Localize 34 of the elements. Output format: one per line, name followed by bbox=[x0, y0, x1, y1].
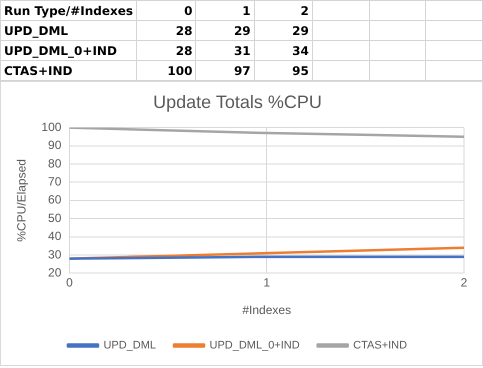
y-tick-label: 20 bbox=[48, 266, 62, 280]
data-label: 28 bbox=[136, 20, 196, 40]
y-tick-label: 70 bbox=[48, 174, 62, 189]
x-tick-label: 0 bbox=[136, 0, 196, 20]
chart-title: Update Totals %CPU bbox=[153, 92, 322, 112]
y-tick-label: 90 bbox=[48, 138, 62, 152]
legend-label: CTAS+IND bbox=[353, 340, 408, 352]
chart-title: Run Type/#Indexes bbox=[0, 0, 137, 20]
y-tick-label: UPD_DML bbox=[0, 20, 137, 40]
x-tick-label: 0 bbox=[66, 276, 74, 290]
y-tick-label: UPD_DML_0+IND bbox=[0, 40, 137, 60]
legend-label: UPD_DML_0+IND bbox=[210, 340, 300, 352]
data-label: 95 bbox=[254, 60, 312, 80]
legend-label: UPD_DML bbox=[103, 340, 156, 352]
y-tick-label: 30 bbox=[48, 247, 62, 262]
y-tick-label: CTAS+IND bbox=[0, 60, 137, 80]
x-tick-label: 2 bbox=[254, 0, 312, 20]
data-label: 34 bbox=[254, 40, 312, 60]
x-tick-label: 1 bbox=[196, 0, 254, 20]
data-label: 97 bbox=[196, 60, 254, 80]
x-tick-label: 1 bbox=[263, 276, 270, 290]
y-tick-label: 100 bbox=[41, 120, 62, 134]
data-label: 29 bbox=[196, 20, 254, 40]
y-tick-label: 50 bbox=[48, 210, 62, 225]
y-tick-label: 40 bbox=[48, 229, 62, 244]
x-tick-label: 2 bbox=[460, 276, 468, 290]
y-axis-title: %CPU/Elapsed bbox=[14, 159, 29, 242]
x-axis-title: #Indexes bbox=[242, 303, 292, 318]
data-label: 29 bbox=[254, 20, 312, 40]
y-tick-label: 60 bbox=[48, 192, 62, 207]
data-label: 100 bbox=[136, 60, 196, 80]
data-label: 28 bbox=[136, 40, 196, 60]
data-label: 31 bbox=[196, 40, 254, 60]
y-tick-label: 80 bbox=[48, 156, 62, 170]
